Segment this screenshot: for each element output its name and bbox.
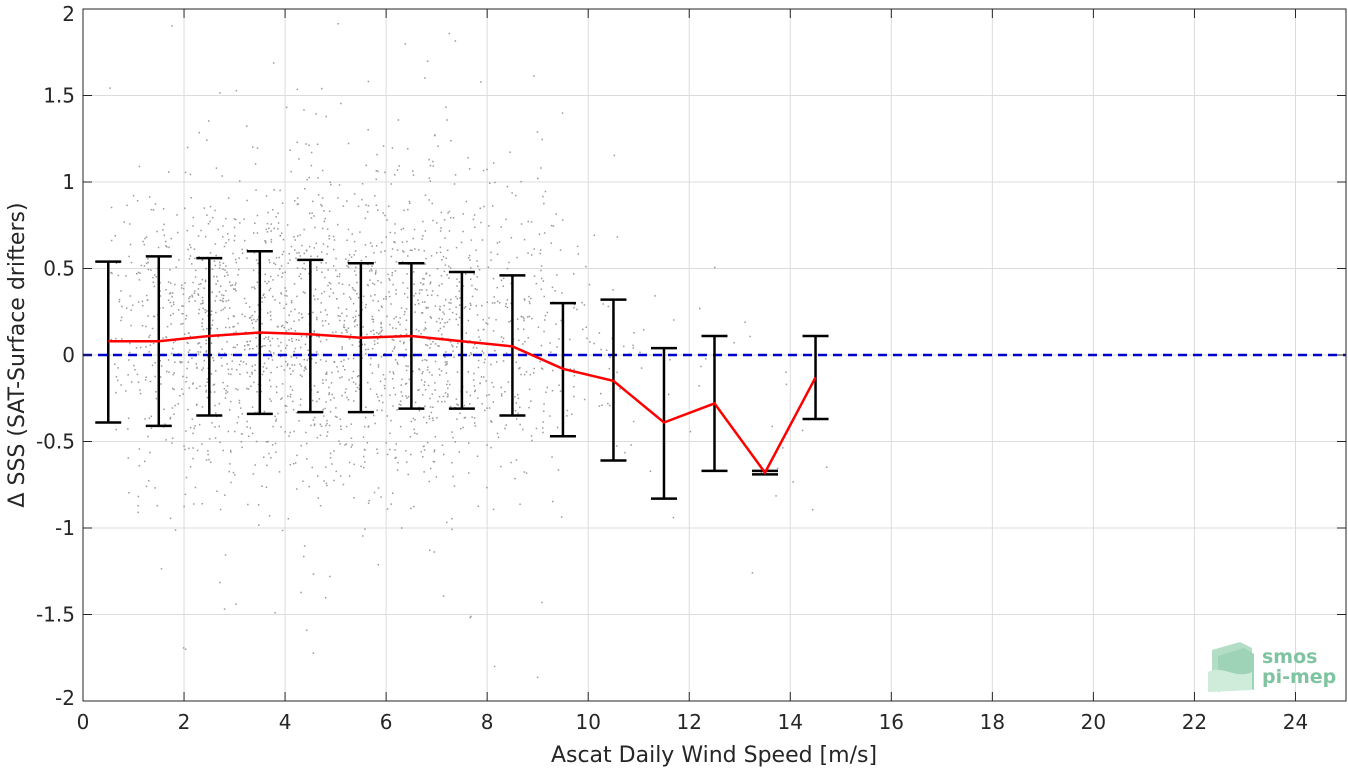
y-tick-label: -2 <box>55 686 75 710</box>
y-tick-label: 0 <box>62 343 75 367</box>
logo-wave-icon <box>1208 642 1254 692</box>
axis-ticks <box>82 8 1346 702</box>
x-tick-label: 16 <box>879 710 904 734</box>
y-tick-label: 2 <box>62 2 75 26</box>
x-tick-label: 18 <box>980 710 1005 734</box>
x-tick-label: 14 <box>778 710 803 734</box>
y-tick-label: 1.5 <box>43 84 75 108</box>
y-tick-label: -1 <box>55 516 75 540</box>
mean-line <box>108 331 817 475</box>
x-tick-label: 24 <box>1283 710 1308 734</box>
x-tick-labels: 0 2 4 6 8 10 12 14 16 18 20 22 24 <box>77 710 1309 734</box>
y-tick-label: 1 <box>62 170 75 194</box>
mean-polyline <box>108 331 817 475</box>
logo-line1: smos <box>1262 646 1317 668</box>
x-tick-label: 4 <box>279 710 292 734</box>
y-tick-label: -0.5 <box>36 430 75 454</box>
error-bar <box>802 334 829 421</box>
x-tick-label: 10 <box>575 710 600 734</box>
x-tick-label: 2 <box>178 710 191 734</box>
x-tick-label: 0 <box>77 710 90 734</box>
x-tick-label: 12 <box>677 710 702 734</box>
error-bar <box>297 258 324 414</box>
y-tick-label: 0.5 <box>43 257 75 281</box>
x-tick-label: 8 <box>481 710 494 734</box>
x-tick-label: 22 <box>1182 710 1207 734</box>
x-axis-title: Ascat Daily Wind Speed [m/s] <box>551 743 877 768</box>
x-tick-label: 20 <box>1081 710 1106 734</box>
x-tick-label: 6 <box>380 710 393 734</box>
smos-pi-mep-logo: smos pi-mep <box>1208 642 1336 692</box>
y-tick-label: -1.5 <box>36 603 75 627</box>
y-tick-labels: 2 1.5 1 0.5 0 -0.5 -1 -1.5 -2 <box>36 2 75 710</box>
error-bar <box>95 260 122 424</box>
logo-line2: pi-mep <box>1262 666 1336 688</box>
y-axis-title: Δ SSS (SAT-Surface drifters) <box>5 202 30 507</box>
